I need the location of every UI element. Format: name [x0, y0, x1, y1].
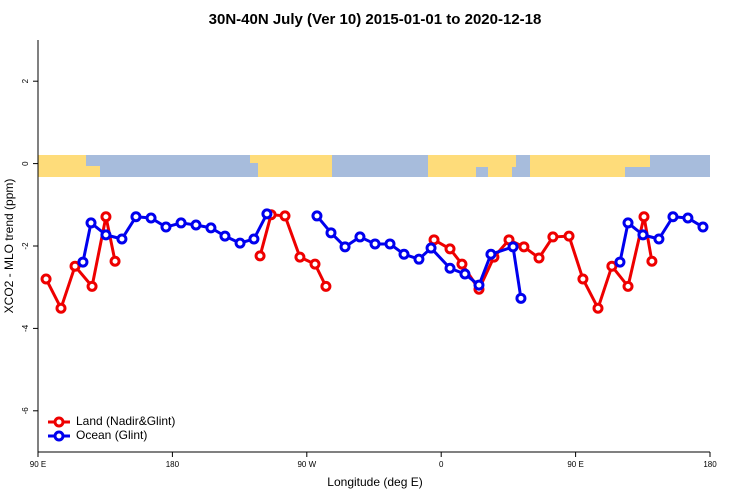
x-axis-label: Longitude (deg E) [327, 475, 422, 489]
series-point [667, 211, 679, 223]
y-axis-label: XCO2 - MLO trend (ppm) [2, 179, 16, 314]
series-point [248, 233, 260, 245]
series-point [294, 251, 306, 263]
series-point [398, 248, 410, 260]
series-point [444, 243, 456, 255]
series-point [577, 273, 589, 285]
x-tick-label: 90 W [297, 460, 316, 469]
series-point [85, 217, 97, 229]
series-point [86, 280, 98, 292]
series-point [485, 248, 497, 260]
series-point [190, 219, 202, 231]
series-point [100, 211, 112, 223]
x-tick-label: 180 [166, 460, 180, 469]
series-point [456, 258, 468, 270]
series-point [622, 217, 634, 229]
series-point [606, 260, 618, 272]
series-point [325, 227, 337, 239]
series-point [130, 211, 142, 223]
y-tick-label: -2 [21, 242, 30, 250]
series-line [258, 213, 328, 288]
x-tick-label: 180 [703, 460, 717, 469]
series-point [614, 256, 626, 268]
series-point [77, 256, 89, 268]
series-point [219, 230, 231, 242]
series-point [563, 230, 575, 242]
series-point [205, 222, 217, 234]
legend-label: Land (Nadir&Glint) [76, 414, 175, 428]
series-point [518, 241, 530, 253]
legend-marker [53, 430, 65, 442]
y-tick-label: -6 [21, 407, 30, 415]
series-point [309, 258, 321, 270]
series-point [515, 292, 527, 304]
series-point [413, 253, 425, 265]
series-point [369, 238, 381, 250]
y-tick-label: -4 [21, 324, 30, 332]
series-point [682, 212, 694, 224]
series-point [547, 231, 559, 243]
series-point [473, 279, 485, 291]
series-point [311, 210, 323, 222]
series-point [459, 268, 471, 280]
series-point [507, 241, 519, 253]
x-tick-label: 90 E [567, 460, 583, 469]
series-point [279, 210, 291, 222]
series-point [261, 208, 273, 220]
series-point [425, 242, 437, 254]
series-point [697, 221, 709, 233]
map-strip [38, 155, 710, 177]
series-point [646, 255, 658, 267]
series-point [254, 250, 266, 262]
series-point [354, 231, 366, 243]
series-point [116, 233, 128, 245]
series-point [638, 211, 650, 223]
series-point [40, 273, 52, 285]
series-point [384, 238, 396, 250]
series-point [100, 229, 112, 241]
chart-title: 30N-40N July (Ver 10) 2015-01-01 to 2020… [209, 11, 542, 28]
series-point [145, 212, 157, 224]
series-point [622, 280, 634, 292]
y-tick-label: 2 [21, 78, 30, 83]
series-point [55, 302, 67, 314]
y-tick-label: 0 [21, 161, 30, 166]
x-tick-label: 90 E [30, 460, 46, 469]
x-tick-label: 0 [439, 460, 444, 469]
series-point [234, 237, 246, 249]
legend-marker [53, 416, 65, 428]
series-point [653, 233, 665, 245]
series-point [533, 252, 545, 264]
series-point [69, 260, 81, 272]
series-point [637, 229, 649, 241]
series-point [320, 280, 332, 292]
series-point [160, 221, 172, 233]
series-point [444, 262, 456, 274]
series-point [592, 302, 604, 314]
series-point [109, 255, 121, 267]
series-point [339, 241, 351, 253]
series-point [175, 217, 187, 229]
legend-label: Ocean (Glint) [76, 428, 147, 442]
